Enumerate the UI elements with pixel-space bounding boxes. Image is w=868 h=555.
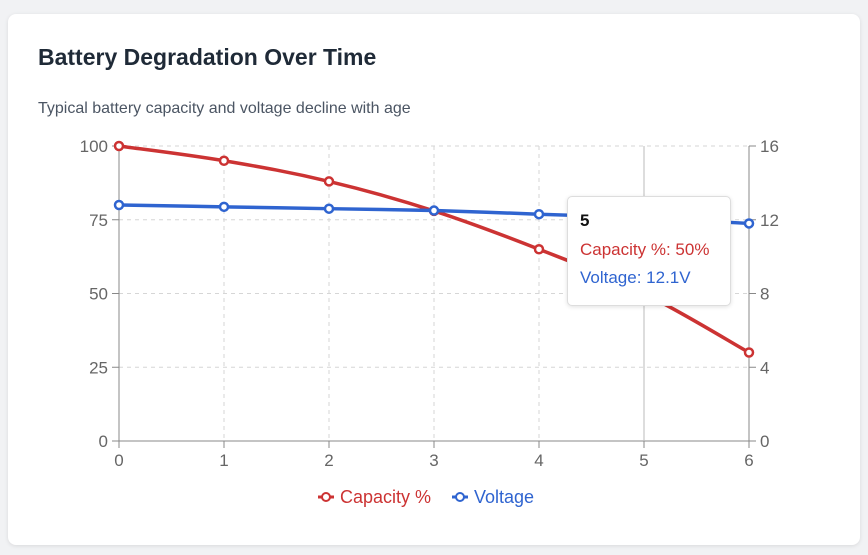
data-point-capacity	[743, 347, 755, 358]
data-point-voltage	[113, 199, 125, 211]
data-point-capacity	[323, 176, 335, 187]
data-point-voltage	[533, 208, 545, 220]
y-right-tick-label: 12	[760, 211, 779, 230]
x-tick-label: 4	[534, 451, 543, 470]
legend-label: Voltage	[474, 487, 534, 507]
legend-item-capacity[interactable]: Capacity %	[318, 487, 431, 507]
data-point-voltage	[323, 203, 335, 214]
y-left-tick-label: 50	[89, 285, 108, 304]
x-tick-label: 3	[429, 451, 438, 470]
x-tick-label: 1	[219, 451, 228, 470]
y-left-tick-label: 100	[80, 137, 108, 156]
chart-subtitle: Typical battery capacity and voltage dec…	[38, 100, 411, 117]
legend-marker	[321, 492, 331, 502]
data-point-voltage	[743, 218, 755, 229]
y-right-tick-label: 4	[760, 358, 769, 377]
x-tick-label: 2	[324, 451, 333, 470]
data-point-capacity	[218, 155, 230, 166]
legend-marker	[455, 492, 465, 502]
y-left-tick-label: 25	[89, 358, 108, 377]
legend-label: Capacity %	[340, 487, 431, 507]
legend[interactable]: Capacity % Voltage	[318, 487, 534, 507]
data-point-voltage	[218, 201, 230, 213]
y-left-tick-label: 0	[99, 432, 108, 451]
x-tick-label: 5	[639, 451, 648, 470]
y-right-tick-label: 8	[760, 285, 769, 304]
tooltip: 5 Capacity %: 50% Voltage: 12.1V	[567, 196, 731, 306]
x-tick-label: 6	[744, 451, 753, 470]
tooltip-voltage: Voltage: 12.1V	[580, 268, 691, 287]
x-tick-label: 0	[114, 451, 123, 470]
chart-title: Battery Degradation Over Time	[38, 44, 377, 70]
tooltip-title: 5	[580, 211, 590, 230]
tooltip-capacity: Capacity %: 50%	[580, 240, 710, 259]
data-point-voltage	[428, 205, 440, 216]
y-right-tick-label: 16	[760, 137, 779, 156]
data-point-capacity	[533, 244, 545, 255]
data-point-capacity	[113, 140, 125, 152]
y-right-tick-label: 0	[760, 432, 769, 451]
y-left-tick-label: 75	[89, 211, 108, 230]
legend-item-voltage[interactable]: Voltage	[452, 487, 534, 507]
